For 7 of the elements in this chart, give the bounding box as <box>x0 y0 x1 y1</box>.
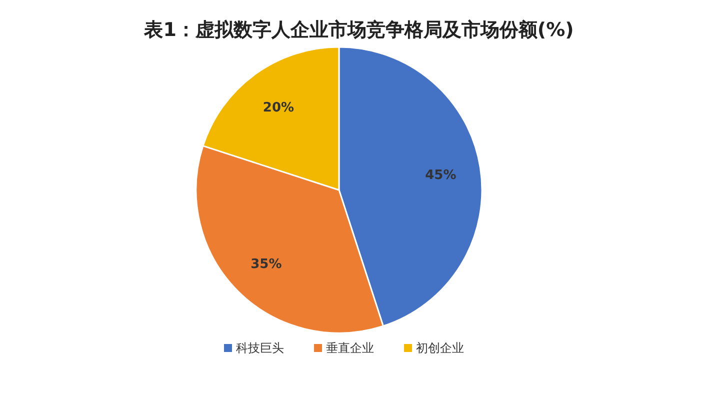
data-label: 20% <box>262 100 294 116</box>
chart-title: 表1：虚拟数字人企业市场竞争格局及市场份额(%) <box>143 19 574 41</box>
data-label: 45% <box>425 168 456 183</box>
legend-label: 初创企业 <box>416 341 464 355</box>
data-label: 35% <box>250 256 282 272</box>
legend-label: 科技巨头 <box>236 341 284 355</box>
legend-label: 垂直企业 <box>326 341 374 355</box>
